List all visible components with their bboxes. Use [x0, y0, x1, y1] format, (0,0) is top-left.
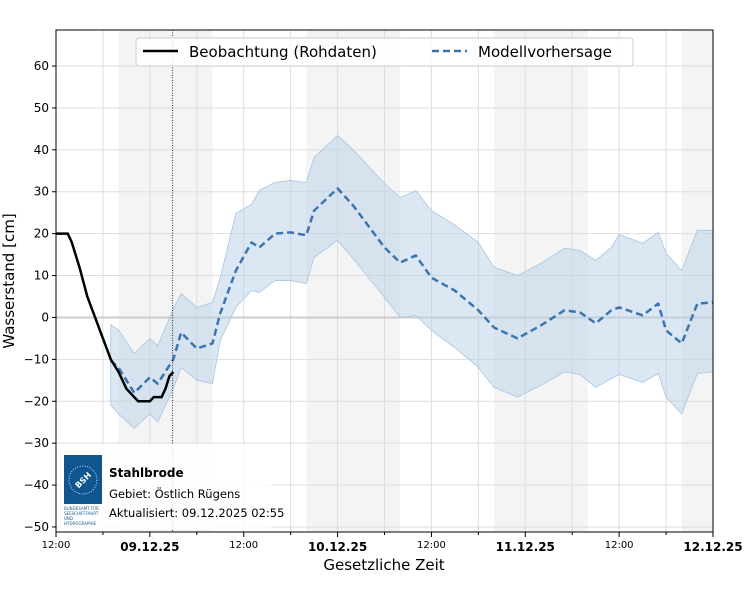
forecast-line — [109, 187, 714, 395]
svg-text:SEESCHIFFFAHRT: SEESCHIFFFAHRT — [64, 511, 99, 516]
y-tick-label: 30 — [34, 185, 49, 199]
station-name: Stahlbrode — [109, 466, 184, 480]
x-tick-label: 11.12.25 — [496, 540, 555, 554]
bsh-logo: BSH BUNDESAMT FÜR SEESCHIFFFAHRT UND HYD… — [64, 455, 102, 526]
x-axis-label: Gesetzliche Zeit — [323, 556, 444, 574]
legend-forecast-label: Modellvorhersage — [478, 43, 612, 61]
plot-frame — [55, 29, 714, 533]
y-tick-label: 50 — [34, 101, 49, 115]
x-axis-ticks: 12:00 09.12.25 12:00 10.12.25 12:00 11.12.25 1… — [42, 540, 743, 554]
y-tick-label: 20 — [34, 227, 49, 241]
x-tick-label: 12.12.25 — [683, 540, 742, 554]
observation-line — [56, 232, 175, 403]
x-tick-label: 09.12.25 — [120, 540, 179, 554]
svg-text:UND: UND — [64, 516, 73, 521]
y-tick-label: 40 — [34, 143, 49, 157]
y-tick-label: 0 — [41, 310, 49, 324]
y-tick-label: −30 — [24, 436, 49, 450]
y-tick-label: −20 — [24, 394, 49, 408]
x-tick-label: 12:00 — [229, 540, 258, 551]
y-tick-label: 10 — [34, 269, 49, 283]
svg-text:BUNDESAMT FÜR: BUNDESAMT FÜR — [64, 506, 99, 511]
svg-text:HYDROGRAPHIE: HYDROGRAPHIE — [64, 521, 97, 526]
y-tick-label: −10 — [24, 352, 49, 366]
info-box: BSH BUNDESAMT FÜR SEESCHIFFFAHRT UND HYD… — [59, 444, 284, 530]
x-tick-label: 12:00 — [417, 540, 446, 551]
area-name: Gebiet: Östlich Rügens — [109, 485, 240, 501]
y-tick-label: 60 — [34, 59, 49, 73]
legend-observation-label: Beobachtung (Rohdaten) — [189, 43, 377, 61]
legend: Beobachtung (Rohdaten) Modellvorhersage — [135, 37, 634, 67]
y-tick-label: −50 — [24, 520, 49, 534]
x-tick-label: 10.12.25 — [308, 540, 367, 554]
update-time: Aktualisiert: 09.12.2025 02:55 — [109, 506, 284, 520]
y-axis-ticks: −50 −40 −30 −20 −10 0 10 20 30 40 50 60 — [24, 59, 56, 534]
y-axis-label: Wasserstand [cm] — [0, 213, 18, 348]
x-tick-label: 12:00 — [605, 540, 634, 551]
x-tick-label: 12:00 — [42, 540, 71, 551]
y-tick-label: −40 — [24, 478, 49, 492]
